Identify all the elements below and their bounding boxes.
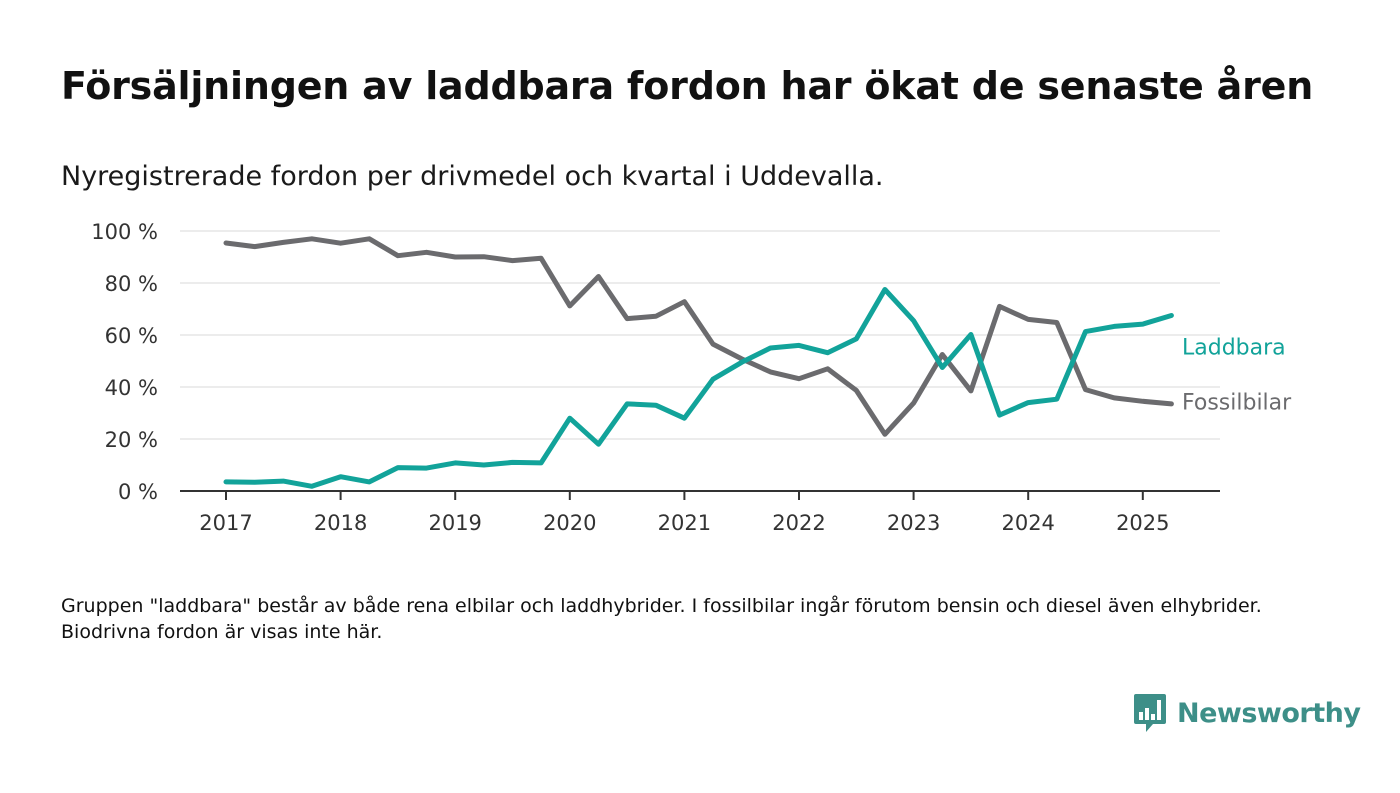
- x-tick-label: 2019: [428, 511, 481, 535]
- grid-lines: [180, 230, 1220, 440]
- y-axis: 0 % 20 % 40 % 60 % 80 % 100 %: [91, 220, 158, 504]
- x-tick-label: 2020: [543, 511, 596, 535]
- x-tick-label: 2025: [1116, 511, 1169, 535]
- x-tick-label: 2017: [199, 511, 252, 535]
- brand-name: Newsworthy: [1177, 697, 1361, 729]
- y-tick-label: 60 %: [105, 324, 158, 348]
- y-tick-label: 0 %: [118, 480, 158, 504]
- newsworthy-logo-icon: [1134, 694, 1166, 732]
- y-tick-label: 100 %: [91, 220, 158, 244]
- chart-title: Försäljningen av laddbara fordon har öka…: [61, 64, 1314, 108]
- y-tick-label: 80 %: [105, 272, 158, 296]
- x-tick-label: 2024: [1001, 511, 1054, 535]
- chart-subtitle: Nyregistrerade fordon per drivmedel och …: [61, 161, 884, 192]
- y-tick-label: 40 %: [105, 376, 158, 400]
- x-tick-label: 2021: [658, 511, 711, 535]
- series-lines: [223, 236, 1174, 489]
- series-line-laddbara: [223, 287, 1174, 489]
- x-tick-label: 2022: [772, 511, 825, 535]
- footnote: Gruppen "laddbara" består av både rena e…: [61, 595, 1262, 643]
- series-line-fossilbilar: [223, 236, 1174, 437]
- x-tick-label: 2023: [887, 511, 940, 535]
- y-tick-label: 20 %: [105, 428, 158, 452]
- line-chart: 0 % 20 % 40 % 60 % 80 % 100 % 2017 2018 2019 202…: [91, 220, 1292, 535]
- series-label-laddbara: Laddbara: [1182, 336, 1286, 361]
- series-labels: Laddbara Fossilbilar: [1182, 336, 1292, 416]
- x-axis: 2017 2018 2019 2020 2021 2022 2023 2024 2025: [180, 490, 1220, 535]
- x-tick-label: 2018: [314, 511, 367, 535]
- brand-logo[interactable]: Newsworthy: [1133, 692, 1361, 734]
- series-label-fossilbilar: Fossilbilar: [1182, 390, 1292, 415]
